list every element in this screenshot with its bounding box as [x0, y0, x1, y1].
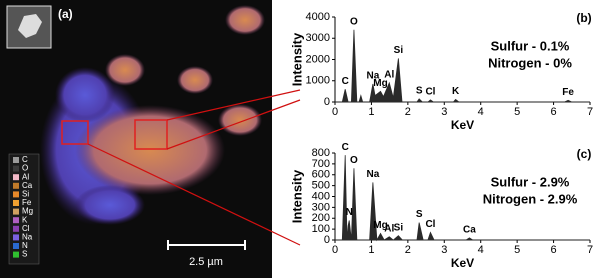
legend-swatch — [13, 182, 19, 189]
spectrum — [335, 155, 590, 242]
x-tick-label: 6 — [551, 106, 557, 118]
y-tick-label: 600 — [312, 169, 330, 181]
peak-label: Cl — [425, 219, 435, 230]
peak-label: O — [350, 16, 358, 27]
y-tick-label: 0 — [324, 234, 330, 246]
legend-label: K — [22, 215, 28, 224]
legend-swatch — [13, 225, 19, 232]
peak-label: Cl — [425, 87, 435, 98]
x-tick-label: 2 — [405, 106, 411, 118]
x-axis-label: KeV — [451, 118, 474, 132]
legend-swatch — [13, 174, 19, 181]
peak-label: C — [342, 76, 349, 87]
x-tick-label: 0 — [332, 244, 338, 256]
peak-label: O — [350, 155, 358, 166]
legend-swatch — [13, 208, 19, 215]
legend-label: Cl — [22, 224, 30, 233]
x-tick-label: 1 — [368, 244, 374, 256]
y-tick-label: 800 — [312, 147, 330, 159]
peak-label: S — [416, 85, 423, 96]
legend-swatch — [13, 243, 19, 249]
x-tick-label: 2 — [405, 244, 411, 256]
x-tick-label: 5 — [514, 244, 520, 256]
annotation: Nitrogen - 2.9% — [483, 191, 578, 206]
legend-swatch — [13, 200, 19, 206]
y-axis-label: Intensity — [289, 169, 304, 223]
legend-swatch — [13, 191, 19, 198]
legend-label: Al — [22, 172, 29, 181]
y-tick-label: 200 — [312, 212, 330, 224]
legend-label: Mg — [22, 207, 33, 216]
x-tick-label: 0 — [332, 106, 338, 118]
peak-label: Mg — [373, 220, 387, 231]
peak-label: Al — [384, 70, 394, 81]
scale-bar-label: 2.5 µm — [189, 256, 223, 268]
spectrum — [335, 29, 590, 103]
legend-swatch — [13, 234, 19, 241]
peak-label: K — [452, 86, 460, 97]
legend-swatch — [13, 165, 19, 172]
y-tick-label: 3000 — [306, 32, 330, 44]
legend-label: C — [22, 155, 28, 164]
y-tick-label: 1000 — [306, 75, 330, 87]
legend-swatch — [13, 217, 19, 224]
eds-map — [0, 0, 301, 278]
y-tick-label: 700 — [312, 158, 330, 170]
annotation: Nitrogen - 0% — [488, 55, 572, 70]
y-tick-label: 300 — [312, 201, 330, 213]
peak-label: Si — [394, 222, 404, 233]
x-tick-label: 4 — [478, 244, 484, 256]
legend-label: O — [22, 164, 28, 173]
x-tick-label: 1 — [368, 106, 374, 118]
y-tick-label: 500 — [312, 180, 330, 192]
legend-label: Si — [22, 190, 29, 199]
panel-label: (a) — [58, 7, 73, 21]
legend-label: Fe — [22, 198, 32, 207]
x-tick-label: 7 — [587, 106, 593, 118]
annotation: Sulfur - 2.9% — [491, 174, 570, 189]
y-tick-label: 400 — [312, 190, 330, 202]
x-tick-label: 4 — [478, 106, 484, 118]
legend-label: Ca — [22, 181, 33, 190]
x-tick-label: 5 — [514, 106, 520, 118]
y-tick-label: 2000 — [306, 53, 330, 65]
peak-label: Mg — [373, 78, 387, 89]
y-tick-label: 4000 — [306, 11, 330, 23]
legend-swatch — [13, 157, 19, 163]
x-tick-label: 6 — [551, 244, 557, 256]
x-tick-label: 7 — [587, 244, 593, 256]
peak-label: S — [416, 209, 423, 220]
x-tick-label: 3 — [441, 244, 447, 256]
peak-label: Al — [384, 223, 394, 234]
peak-label: Ca — [463, 224, 476, 235]
panel-label: (c) — [577, 147, 592, 161]
y-axis-label: Intensity — [289, 32, 304, 86]
legend-swatch — [13, 251, 19, 258]
peak-label: Si — [394, 45, 404, 56]
peak-label: Fe — [562, 87, 574, 98]
panel-label: (b) — [576, 11, 591, 25]
y-tick-label: 0 — [324, 96, 330, 108]
legend-label: N — [22, 241, 28, 250]
peak-label: Na — [366, 71, 379, 82]
x-axis-label: KeV — [451, 256, 474, 270]
legend-label: Na — [22, 233, 33, 242]
y-tick-label: 100 — [312, 223, 330, 235]
peak-label: C — [342, 142, 349, 153]
peak-label: Na — [366, 169, 379, 180]
peak-label: N — [346, 207, 353, 218]
legend-label: S — [22, 250, 27, 259]
x-tick-label: 3 — [441, 106, 447, 118]
annotation: Sulfur - 0.1% — [491, 38, 570, 53]
